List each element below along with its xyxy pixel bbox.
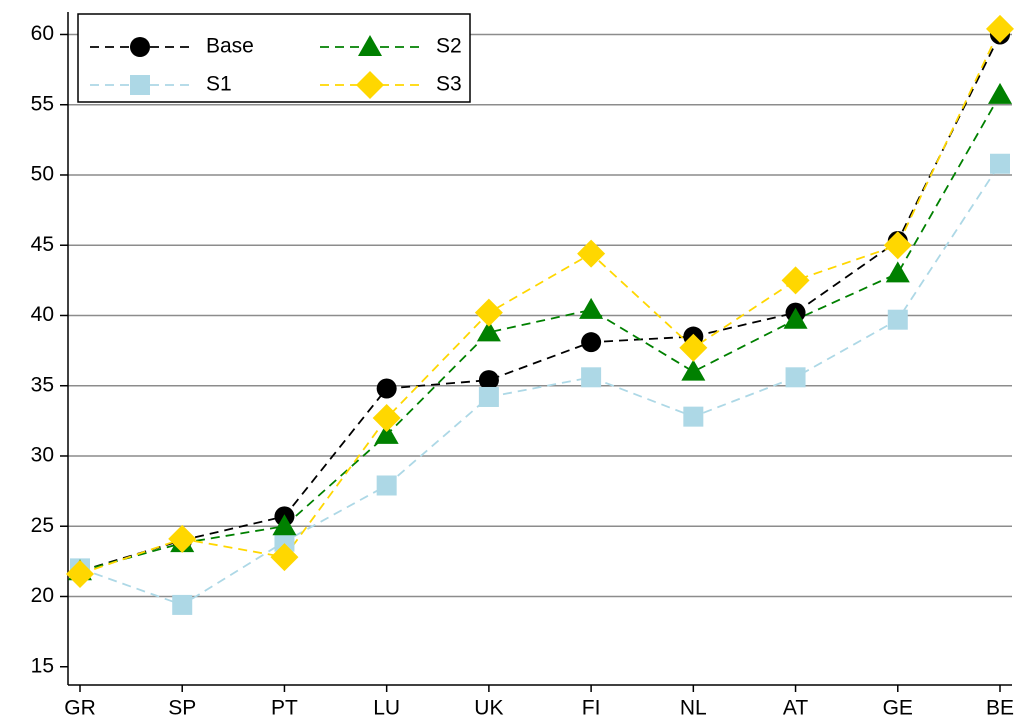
marker [372, 404, 401, 433]
x-tick-label: PT [271, 697, 298, 720]
marker [376, 378, 397, 399]
marker [474, 298, 503, 327]
marker [986, 14, 1014, 43]
marker [579, 297, 604, 319]
x-tick-label: BE [986, 697, 1014, 720]
marker [679, 333, 708, 362]
legend-label: S1 [206, 73, 232, 96]
legend-label: S3 [436, 73, 462, 96]
marker [478, 370, 499, 391]
marker [476, 320, 501, 342]
marker [274, 531, 295, 552]
marker [783, 307, 808, 329]
marker [683, 406, 704, 427]
x-tick-label: AT [783, 697, 808, 720]
marker [374, 422, 399, 444]
x-tick-label: LU [373, 697, 400, 720]
marker [988, 82, 1012, 104]
marker [168, 524, 197, 553]
legend-label: Base [206, 35, 254, 58]
marker [376, 475, 397, 496]
marker [130, 75, 150, 95]
x-tick-label: GE [883, 697, 913, 720]
marker [356, 71, 384, 99]
series-line [79, 34, 1001, 573]
marker [887, 309, 908, 330]
y-tick-label: 20 [31, 584, 54, 607]
marker [130, 37, 150, 57]
marker [883, 231, 912, 260]
y-tick-label: 50 [31, 163, 54, 186]
series-line [79, 163, 1001, 606]
x-tick-label: SP [168, 697, 196, 720]
marker [270, 543, 299, 572]
marker [478, 386, 499, 407]
marker [785, 367, 806, 388]
y-tick-label: 45 [31, 233, 54, 256]
marker [885, 261, 910, 283]
marker [358, 35, 382, 56]
marker [172, 594, 193, 615]
legend: Base S1 S2 S3 [77, 13, 471, 103]
y-tick-label: 30 [31, 444, 54, 467]
y-tick-label: 55 [31, 92, 54, 115]
series-line [79, 28, 1001, 575]
marker [66, 560, 94, 589]
y-tick-label: 35 [31, 373, 54, 396]
marker [577, 239, 606, 268]
x-tick-label: NL [680, 697, 707, 720]
x-tick-label: FI [582, 697, 601, 720]
y-tick-label: 60 [31, 22, 54, 45]
y-tick-label: 15 [31, 654, 54, 677]
marker [990, 153, 1010, 174]
y-tick-label: 25 [31, 514, 54, 537]
marker [581, 332, 602, 353]
marker [272, 514, 297, 536]
marker [781, 266, 810, 295]
x-tick-label: UK [474, 697, 503, 720]
marker [681, 359, 706, 381]
series-line [79, 94, 1001, 573]
y-tick-label: 40 [31, 303, 54, 326]
legend-label: S2 [436, 35, 462, 58]
marker [581, 367, 602, 388]
x-tick-label: GR [64, 697, 96, 720]
